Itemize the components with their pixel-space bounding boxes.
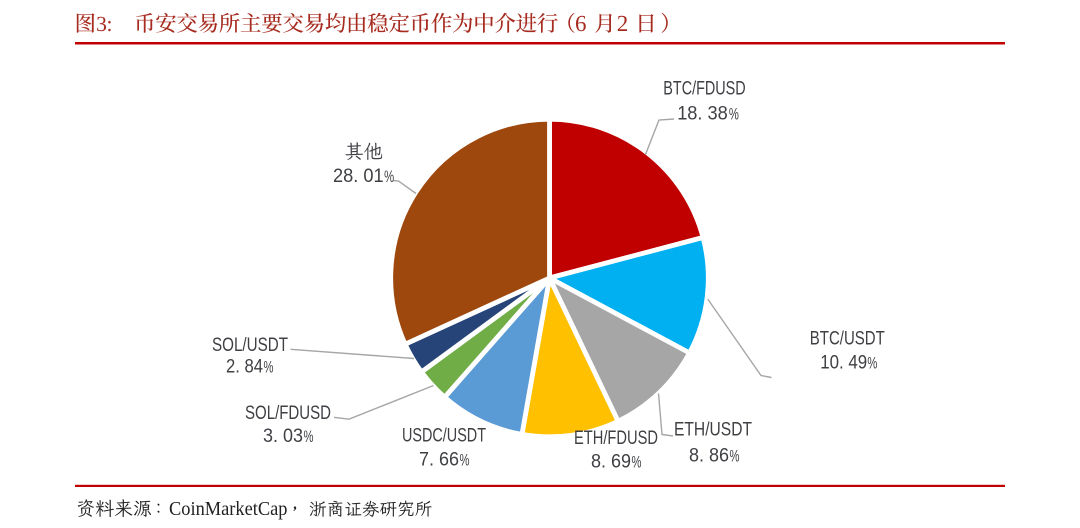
svg-text:%: % <box>304 427 314 446</box>
svg-text:%: % <box>460 451 470 470</box>
svg-text:28. 01: 28. 01 <box>333 166 384 187</box>
svg-text:SOL/USDT: SOL/USDT <box>212 334 288 356</box>
svg-text:SOL/FDUSD: SOL/FDUSD <box>245 402 331 424</box>
svg-text:%: % <box>730 447 740 466</box>
svg-text:%: % <box>729 104 739 123</box>
svg-text:ETH/USDT: ETH/USDT <box>674 419 752 441</box>
svg-text:3. 03: 3. 03 <box>263 426 303 447</box>
svg-text:10. 49: 10. 49 <box>820 353 867 374</box>
svg-text:%: % <box>384 167 394 186</box>
svg-text:%: % <box>867 354 877 373</box>
svg-text:%: % <box>632 453 642 472</box>
svg-text:BTC/FDUSD: BTC/FDUSD <box>663 78 745 100</box>
svg-text:BTC/USDT: BTC/USDT <box>810 328 885 350</box>
svg-text:7. 66: 7. 66 <box>419 450 459 471</box>
svg-text:%: % <box>264 358 274 377</box>
svg-text:8. 69: 8. 69 <box>591 452 631 473</box>
svg-text:USDC/USDT: USDC/USDT <box>402 425 486 447</box>
svg-text:2. 84: 2. 84 <box>226 357 263 378</box>
svg-text:ETH/FDUSD: ETH/FDUSD <box>574 427 658 449</box>
svg-text:8. 86: 8. 86 <box>689 446 729 467</box>
svg-text:CoinMarketCap: CoinMarketCap <box>169 498 288 520</box>
svg-text:18. 38: 18. 38 <box>677 103 728 124</box>
